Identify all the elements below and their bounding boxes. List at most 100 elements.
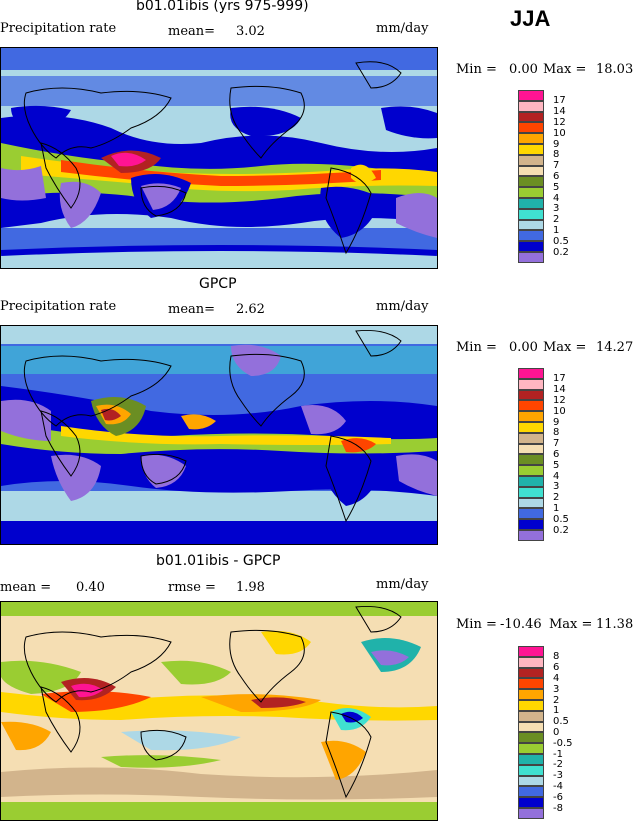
colorbar-swatch	[518, 689, 544, 700]
min-label: Min =	[456, 340, 497, 355]
colorbar-swatch	[518, 432, 544, 444]
colorbar-swatch	[518, 100, 544, 112]
colorbar-swatch	[518, 389, 544, 401]
colorbar-tick-label: 1	[553, 502, 560, 514]
colorbar-swatch	[518, 710, 544, 722]
colorbar-swatch	[518, 678, 544, 690]
map-canvas	[1, 48, 437, 268]
colorbar-swatch	[518, 144, 544, 155]
colorbar-tick-label: -3	[553, 770, 563, 782]
colorbar-tick-label: 0.2	[553, 524, 569, 536]
colorbar: 17 14 12 10 9 8 7 6 5 4 3 2 1 0.5 0.2	[518, 368, 569, 541]
colorbar-tick-label: 9	[553, 138, 560, 150]
colorbar-tick-label: 0.2	[553, 246, 569, 258]
colorbar-tick-label: 14	[553, 106, 566, 118]
colorbar-swatch	[518, 808, 544, 819]
panel-title: GPCP	[199, 276, 237, 292]
colorbar-swatch	[518, 797, 544, 808]
colorbar-swatch	[518, 700, 544, 711]
max-value: 11.38	[596, 617, 634, 632]
colorbar-swatch	[518, 497, 544, 509]
colorbar-swatch	[518, 219, 544, 231]
colorbar-tick-label: 8	[553, 651, 560, 663]
colorbar-tick-label: 6	[553, 170, 560, 182]
colorbar-tick-label: 5	[553, 181, 560, 193]
colorbar-tick-label: 6	[553, 662, 560, 674]
units-label: mm/day	[376, 21, 429, 36]
colorbar-tick-label: -1	[553, 748, 563, 760]
colorbar-tick-label: 3	[553, 683, 560, 695]
colorbar-tick-label: 10	[553, 405, 566, 417]
units-label: mm/day	[376, 299, 429, 314]
colorbar-swatch	[518, 754, 544, 765]
colorbar-swatch	[518, 656, 544, 668]
colorbar-tick-label: 0.5	[553, 513, 569, 525]
colorbar-tick-label: 6	[553, 448, 560, 460]
colorbar-swatch	[518, 187, 544, 198]
colorbar-tick-label: 1	[553, 224, 560, 236]
colorbar-tick-label: 7	[553, 160, 560, 172]
colorbar-tick-label: 4	[553, 672, 560, 684]
mean-value: 2.62	[236, 302, 265, 317]
min-value: -10.46	[500, 617, 542, 632]
colorbar-swatch	[518, 252, 544, 263]
field-label: Precipitation rate	[0, 299, 117, 314]
colorbar-swatch	[518, 411, 544, 422]
colorbar-tick-label: 8	[553, 149, 560, 161]
max-value: 14.27	[596, 340, 634, 355]
mean-value: 3.02	[236, 24, 265, 39]
max-label: Max =	[543, 62, 587, 77]
field-label: Precipitation rate	[0, 21, 117, 36]
colorbar-tick-label: 4	[553, 192, 560, 204]
colorbar-tick-label: 9	[553, 416, 560, 428]
colorbar-swatch	[518, 519, 544, 530]
colorbar-tick-label: 2	[553, 492, 560, 504]
colorbar-swatch	[518, 508, 544, 520]
colorbar-swatch	[518, 230, 544, 242]
colorbar-tick-label: 3	[553, 203, 560, 215]
colorbar-swatch	[518, 732, 544, 744]
colorbar-swatch	[518, 764, 544, 776]
panel-title: b01.01ibis (yrs 975-999)	[136, 0, 309, 14]
colorbar-tick-label: 17	[553, 95, 566, 107]
colorbar-swatch	[518, 646, 544, 657]
colorbar-swatch	[518, 154, 544, 166]
colorbar-tick-label: 3	[553, 481, 560, 493]
units-label: mm/day	[376, 577, 429, 592]
mean-label: mean=	[168, 24, 216, 39]
colorbar-tick-label: 7	[553, 438, 560, 450]
colorbar-swatch	[518, 530, 544, 541]
season-label: JJA	[510, 6, 551, 31]
colorbar-swatch	[518, 198, 544, 209]
colorbar-swatch	[518, 122, 544, 134]
min-value: 0.00	[509, 340, 538, 355]
colorbar-tick-label: -4	[553, 780, 563, 792]
map-canvas	[1, 326, 437, 544]
colorbar-swatch	[518, 465, 544, 476]
max-label: Max =	[549, 617, 593, 632]
colorbar-tick-label: 14	[553, 384, 566, 396]
colorbar-swatch	[518, 165, 544, 177]
colorbar-tick-label: 2	[553, 214, 560, 226]
colorbar-swatch	[518, 667, 544, 679]
colorbar-swatch	[518, 368, 544, 379]
colorbar-swatch	[518, 241, 544, 252]
mean-value: 0.40	[76, 580, 105, 595]
colorbar-tick-label: -2	[553, 759, 563, 771]
colorbar-tick-label: 12	[553, 116, 566, 128]
colorbar-tick-label: 10	[553, 127, 566, 139]
min-value: 0.00	[509, 62, 538, 77]
precip-map	[0, 325, 438, 545]
colorbar-tick-label: 1	[553, 705, 560, 717]
mean-label: mean =	[0, 580, 52, 595]
panel-title: b01.01ibis - GPCP	[156, 553, 281, 569]
colorbar-swatch	[518, 422, 544, 433]
colorbar-tick-label: 0.5	[553, 235, 569, 247]
colorbar-swatch	[518, 111, 544, 123]
colorbar-tick-label: -8	[553, 802, 563, 814]
colorbar-tick-label: -6	[553, 791, 563, 803]
colorbar-swatch	[518, 400, 544, 412]
colorbar-swatch	[518, 443, 544, 455]
colorbar: 8 6 4 3 2 1 0.5 0 -0.5 -1 -2 -3 -4 -6 -8	[518, 646, 573, 819]
colorbar-tick-label: 4	[553, 470, 560, 482]
